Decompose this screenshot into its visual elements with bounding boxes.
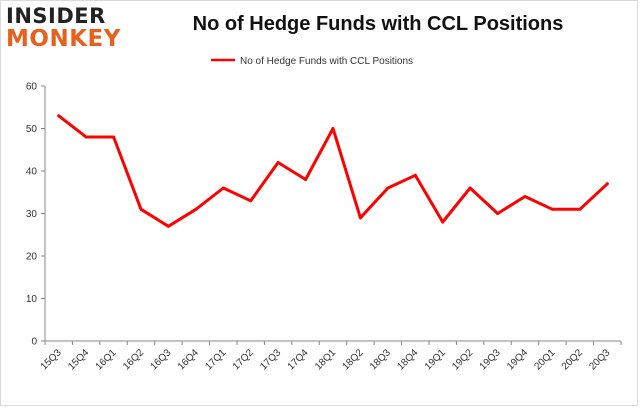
data-point bbox=[441, 220, 445, 224]
x-tick-label: 17Q3 bbox=[258, 347, 283, 372]
x-tick-label: 15Q3 bbox=[39, 347, 64, 372]
data-point bbox=[358, 216, 362, 220]
y-tick-label: 20 bbox=[26, 252, 38, 263]
data-point bbox=[331, 127, 335, 130]
data-point bbox=[523, 195, 527, 198]
x-tick-label: 19Q4 bbox=[505, 347, 530, 372]
y-tick-label: 10 bbox=[26, 294, 38, 305]
x-tick-label: 16Q4 bbox=[176, 347, 201, 372]
data-point bbox=[496, 212, 500, 215]
axes bbox=[44, 86, 621, 342]
x-tick-label: 15Q4 bbox=[66, 347, 91, 372]
data-point bbox=[221, 186, 225, 190]
y-tick-label: 40 bbox=[26, 167, 38, 178]
data-point bbox=[386, 186, 390, 190]
chart-title: No of Hedge Funds with CCL Positions bbox=[192, 13, 564, 35]
y-tick-label: 50 bbox=[26, 124, 38, 135]
data-point bbox=[468, 186, 472, 190]
data-point bbox=[605, 182, 609, 186]
data-point bbox=[276, 161, 280, 164]
insider-monkey-logo: INSIDER MONKEY bbox=[6, 4, 121, 52]
x-tick-label: 17Q1 bbox=[203, 347, 228, 372]
x-tick-label: 20Q2 bbox=[560, 347, 585, 372]
y-tick-label: 30 bbox=[26, 209, 38, 220]
x-tick-label: 18Q3 bbox=[368, 347, 393, 372]
x-tick-label: 16Q3 bbox=[148, 347, 173, 372]
legend: No of Hedge Funds with CCL Positions bbox=[211, 56, 413, 67]
data-point bbox=[304, 178, 308, 181]
x-tick-label: 20Q3 bbox=[587, 347, 612, 372]
x-axis-ticks: 15Q3 15Q4 16Q1 16Q2 16Q3 16Q4 17Q1 17Q2 17Q3 17Q4… bbox=[39, 341, 622, 372]
x-tick-label: 19Q2 bbox=[450, 347, 475, 372]
x-tick-label: 18Q2 bbox=[340, 347, 365, 372]
x-tick-label: 20Q1 bbox=[532, 347, 557, 372]
data-point bbox=[578, 207, 582, 211]
data-point bbox=[194, 207, 198, 211]
x-tick-label: 16Q1 bbox=[94, 347, 119, 372]
data-point bbox=[112, 135, 116, 139]
x-tick-label: 18Q4 bbox=[395, 347, 420, 372]
x-tick-label: 17Q4 bbox=[286, 347, 311, 372]
legend-label: No of Hedge Funds with CCL Positions bbox=[240, 56, 413, 67]
data-point bbox=[550, 207, 554, 211]
x-tick-label: 19Q1 bbox=[423, 347, 448, 372]
logo-text-top: INSIDER bbox=[6, 4, 106, 28]
logo-text-bottom: MONKEY bbox=[6, 26, 121, 52]
data-point bbox=[84, 135, 88, 139]
series-layer bbox=[57, 114, 609, 228]
x-tick-label: 19Q3 bbox=[478, 347, 503, 372]
data-point bbox=[413, 173, 417, 177]
x-tick-label: 18Q1 bbox=[313, 347, 338, 372]
data-point bbox=[166, 224, 170, 228]
y-tick-label: 60 bbox=[26, 82, 38, 93]
y-axis-ticks: 0 10 20 30 40 50 60 bbox=[26, 82, 45, 348]
x-tick-label: 16Q2 bbox=[121, 347, 146, 372]
data-point bbox=[249, 199, 253, 203]
data-point bbox=[139, 207, 143, 211]
data-point bbox=[57, 114, 61, 118]
y-tick-label: 0 bbox=[31, 337, 37, 348]
x-tick-label: 17Q2 bbox=[231, 347, 256, 372]
